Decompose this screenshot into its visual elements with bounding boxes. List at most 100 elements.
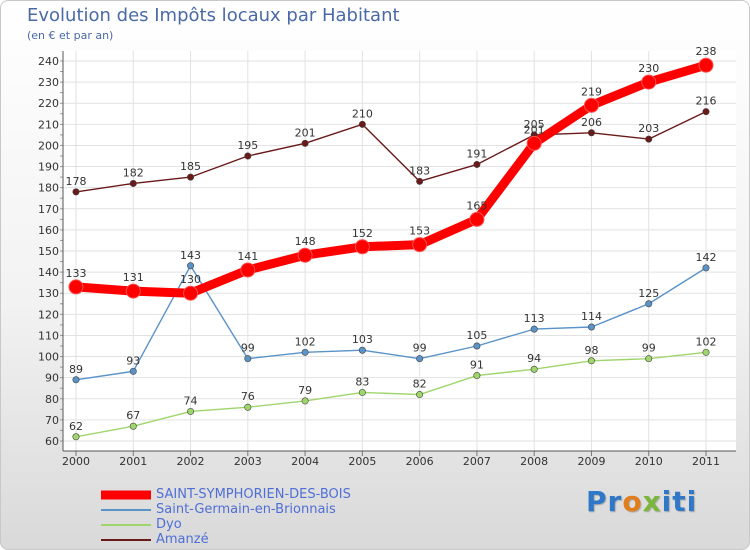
data-point-amanz- [187,173,195,181]
data-label-dyo: 82 [413,378,427,391]
y-tick-label: 90 [45,372,59,385]
x-tick-label: 2004 [291,455,319,468]
data-label-saint-germain-en-brionnais: 102 [295,335,316,348]
data-label-amanz-: 201 [295,126,316,139]
data-point-saint-germain-en-brionnais [702,264,710,272]
data-point-amanz- [645,135,653,143]
series-line-amanz- [75,110,707,193]
chart-title: Evolution des Impôts locaux par Habitant [27,5,400,26]
legend-label: Dyo [156,517,182,532]
data-point-amanz- [301,139,309,147]
x-tick-label: 2002 [177,455,205,468]
data-label-saint-germain-en-brionnais: 125 [638,287,659,300]
y-tick-label: 60 [45,435,59,448]
data-point-amanz- [129,179,137,187]
data-point-dyo [129,422,137,430]
data-label-saint-symphorien-des-bois: 153 [409,225,430,238]
data-point-amanz- [416,177,424,185]
data-point-dyo [645,355,653,363]
series-line-saint-germain-en-brionnais [75,265,707,381]
data-label-amanz-: 191 [466,147,487,160]
legend-swatch [101,490,151,499]
data-point-amanz- [473,160,481,168]
y-tick-label: 200 [38,139,59,152]
x-tick-label: 2003 [234,455,262,468]
data-label-saint-symphorien-des-bois: 133 [66,267,87,280]
data-label-saint-germain-en-brionnais: 114 [581,310,602,323]
data-label-amanz-: 210 [352,107,373,120]
x-tick-label: 2001 [119,455,147,468]
data-label-dyo: 67 [126,409,140,422]
data-label-dyo: 99 [642,342,656,355]
legend-label: Saint-Germain-en-Brionnais [156,502,336,517]
data-point-dyo [72,433,80,441]
proxiti-logo: Proxiti [586,485,698,518]
x-tick-label: 2010 [635,455,663,468]
data-point-saint-germain-en-brionnais [645,300,653,308]
y-tick-label: 240 [38,55,59,68]
data-point-saint-symphorien-des-bois [183,285,199,301]
data-label-saint-symphorien-des-bois: 230 [638,62,659,75]
data-point-dyo [587,357,595,365]
y-tick-label: 180 [38,182,59,195]
data-label-saint-germain-en-brionnais: 142 [696,251,717,264]
data-label-saint-symphorien-des-bois: 152 [352,227,373,240]
data-label-amanz-: 205 [524,118,545,131]
data-point-dyo [416,391,424,399]
data-label-amanz-: 203 [638,122,659,135]
data-label-dyo: 83 [355,375,369,388]
y-tick-label: 170 [38,203,59,216]
data-point-saint-germain-en-brionnais [587,323,595,331]
data-label-saint-symphorien-des-bois: 141 [237,250,258,263]
data-label-saint-symphorien-des-bois: 148 [295,235,316,248]
data-label-amanz-: 183 [409,164,430,177]
legend-label: SAINT-SYMPHORIEN-DES-BOIS [156,487,351,502]
data-point-amanz- [587,129,595,137]
data-label-amanz-: 185 [180,160,201,173]
data-point-dyo [702,348,710,356]
data-point-saint-symphorien-des-bois [526,135,542,151]
data-point-amanz- [358,120,366,128]
data-point-dyo [187,407,195,415]
chart-subtitle: (en € et par an) [27,29,114,42]
data-label-dyo: 98 [584,344,598,357]
data-label-saint-symphorien-des-bois: 131 [123,271,144,284]
data-point-saint-symphorien-des-bois [68,279,84,295]
x-tick-label: 2000 [62,455,90,468]
y-tick-label: 110 [38,329,59,342]
data-point-saint-symphorien-des-bois [240,262,256,278]
data-label-saint-symphorien-des-bois: 165 [466,199,487,212]
data-label-dyo: 74 [184,394,198,407]
x-tick-label: 2007 [463,455,491,468]
data-point-saint-germain-en-brionnais [187,262,195,270]
legend-swatch [101,508,151,511]
series-line-saint-symphorien-des-bois [71,60,711,298]
data-label-saint-germain-en-brionnais: 113 [524,312,545,325]
data-label-saint-symphorien-des-bois: 219 [581,85,602,98]
data-label-dyo: 94 [527,352,541,365]
x-tick-label: 2008 [520,455,548,468]
data-point-saint-symphorien-des-bois [583,97,599,113]
y-tick-label: 80 [45,393,59,406]
data-point-saint-symphorien-des-bois [125,283,141,299]
data-point-saint-symphorien-des-bois [297,247,313,263]
x-tick-label: 2005 [348,455,376,468]
data-point-saint-symphorien-des-bois [354,239,370,255]
y-tick-label: 100 [38,351,59,364]
data-label-dyo: 62 [69,420,83,433]
data-label-saint-germain-en-brionnais: 103 [352,333,373,346]
data-label-dyo: 91 [470,359,484,372]
legend-swatch [101,523,151,526]
y-tick-label: 210 [38,118,59,131]
data-point-saint-symphorien-des-bois [469,211,485,227]
data-point-saint-germain-en-brionnais [244,355,252,363]
data-point-dyo [358,388,366,396]
data-label-saint-germain-en-brionnais: 143 [180,249,201,262]
data-point-saint-germain-en-brionnais [473,342,481,350]
x-tick-label: 2009 [577,455,605,468]
legend-swatch [101,538,151,541]
data-point-amanz- [244,152,252,160]
data-label-amanz-: 182 [123,166,144,179]
